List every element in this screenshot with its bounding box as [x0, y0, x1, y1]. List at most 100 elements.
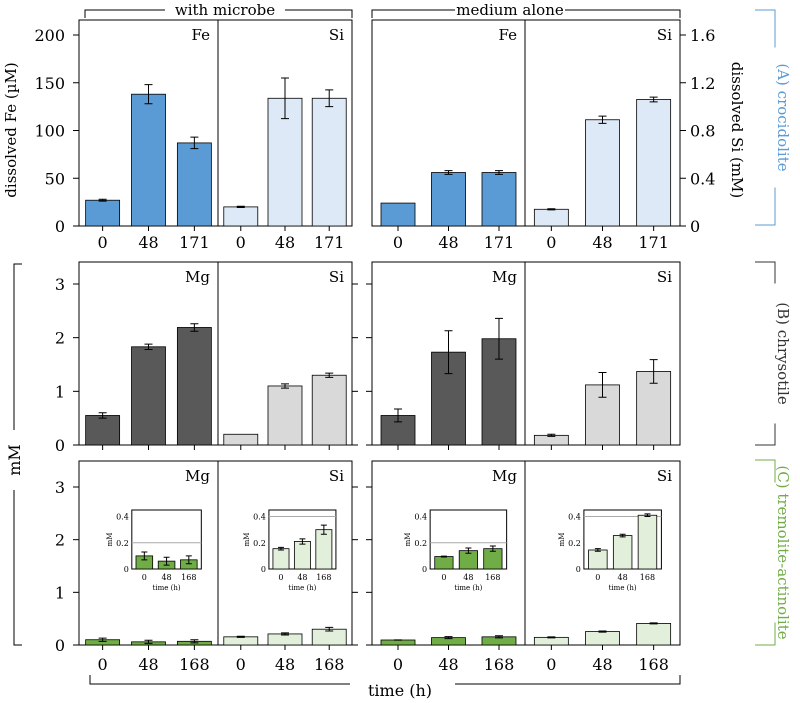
error-bar [325, 626, 334, 632]
inset-y-tick-label: 0 [261, 565, 266, 574]
error-bar [649, 359, 658, 384]
right-y-tick-label: 1.6 [690, 26, 715, 45]
y-tick-label: 2 [55, 329, 65, 348]
error-bar [547, 433, 556, 437]
y-tick-label: 200 [34, 26, 65, 45]
x-tick-label: 168 [314, 655, 345, 674]
inset-y-tick-label: 0.2 [253, 539, 266, 548]
x-tick-label: 168 [638, 655, 669, 674]
panel-frame [371, 261, 681, 446]
inset-x-tick-label: 168 [181, 573, 196, 582]
error-bar [649, 622, 658, 625]
y-tick-label: 3 [55, 275, 65, 294]
error-bar [325, 372, 334, 378]
inset-y-tick-label: 0.2 [568, 539, 581, 548]
bar-fe-171h [481, 172, 517, 227]
error-bar [394, 408, 403, 423]
inset-error-bar [141, 551, 148, 561]
y-tick-label: 0 [55, 636, 65, 655]
y-tick-label: 2 [55, 531, 65, 550]
inset-bar [434, 556, 454, 570]
inset-x-tick-label: 168 [316, 573, 331, 582]
group-label-medium-alone: medium alone [456, 1, 564, 19]
x-tick-label: 0 [236, 233, 246, 252]
y-tick-label: 150 [34, 74, 65, 93]
error-bar [325, 89, 334, 108]
error-bar [236, 205, 245, 208]
panel-frame [371, 19, 681, 227]
inset-x-label: time (h) [454, 584, 482, 592]
panel-element-label: Si [329, 467, 344, 485]
x-axis-title: time (h) [368, 681, 432, 700]
inset-error-bar [465, 547, 472, 554]
x-tick-label: 48 [438, 233, 458, 252]
row-label-2: (C) tremolite-actinolite [774, 465, 792, 639]
inset-y-tick-label: 0 [422, 565, 427, 574]
error-bar [547, 636, 556, 639]
error-bar [144, 84, 153, 105]
bar-si-0h [223, 433, 259, 446]
bar-si-48h [585, 631, 620, 646]
error-bar [98, 198, 107, 202]
y-tick-label: 100 [34, 122, 65, 141]
error-bar [494, 170, 503, 175]
x-tick-label: 0 [236, 655, 246, 674]
y-axis-title-mm: mM [5, 444, 24, 476]
panel-element-label: Mg [185, 467, 210, 485]
bar-fe-171h [176, 142, 212, 227]
row-bracket [755, 9, 776, 226]
bar-si-171h [311, 97, 347, 227]
inset-y-tick-label: 0 [124, 565, 129, 574]
bar-mg-171h [176, 327, 212, 446]
bar-si-48h [585, 119, 620, 227]
group-label-with-microbe: with microbe [175, 1, 275, 19]
y-tick-label: 50 [45, 169, 65, 188]
inset-x-tick-label: 0 [142, 573, 147, 582]
panel-element-label: Fe [192, 26, 211, 44]
x-tick-label: 0 [546, 233, 556, 252]
x-tick-label: 0 [98, 233, 108, 252]
y-axis-title-fe: dissolved Fe (µM) [2, 62, 20, 197]
error-bar [144, 639, 153, 644]
x-tick-label: 48 [275, 655, 295, 674]
inset-bar [293, 541, 311, 570]
inset-y-label: mM [106, 533, 114, 547]
x-tick-label: 168 [484, 655, 515, 674]
error-bar [281, 632, 289, 636]
panel-frame [78, 261, 353, 446]
x-tick-label: 171 [484, 233, 515, 252]
y-tick-label: 3 [55, 478, 65, 497]
inset-x-label: time (h) [609, 584, 637, 592]
inset-y-label: mM [404, 533, 412, 547]
error-bar [649, 96, 658, 103]
error-bar [547, 208, 556, 211]
inset-error-bar [644, 513, 651, 518]
panel-frame [78, 19, 353, 227]
x-tick-label: 168 [179, 655, 210, 674]
panel-frame [78, 460, 353, 646]
header-brackets [84, 9, 681, 685]
inset-x-tick-label: 168 [640, 573, 655, 582]
inset-y-tick-label: 0.4 [253, 513, 266, 522]
inset-y-label: mM [243, 533, 251, 547]
panel-element-label: Si [657, 26, 672, 44]
x-tick-label: 0 [546, 655, 556, 674]
right-y-tick-label: 1.2 [690, 74, 715, 93]
inset-y-tick-label: 0.4 [414, 513, 427, 522]
error-bar [190, 323, 199, 332]
bar-si-168h [636, 623, 672, 646]
right-y-tick-label: 0 [690, 217, 700, 236]
inset-error-bar [619, 533, 626, 538]
inset-x-tick-label: 48 [297, 573, 307, 582]
x-tick-label: 0 [393, 233, 403, 252]
bar-fe-48h [431, 172, 466, 227]
bar-si-168h [311, 628, 347, 646]
bar-mg-48h [131, 346, 166, 446]
right-y-tick-label: 0.8 [690, 122, 715, 141]
inset-x-tick-label: 48 [618, 573, 628, 582]
error-bar [444, 636, 453, 640]
x-tick-label: 171 [638, 233, 669, 252]
inset-bar [612, 535, 633, 570]
